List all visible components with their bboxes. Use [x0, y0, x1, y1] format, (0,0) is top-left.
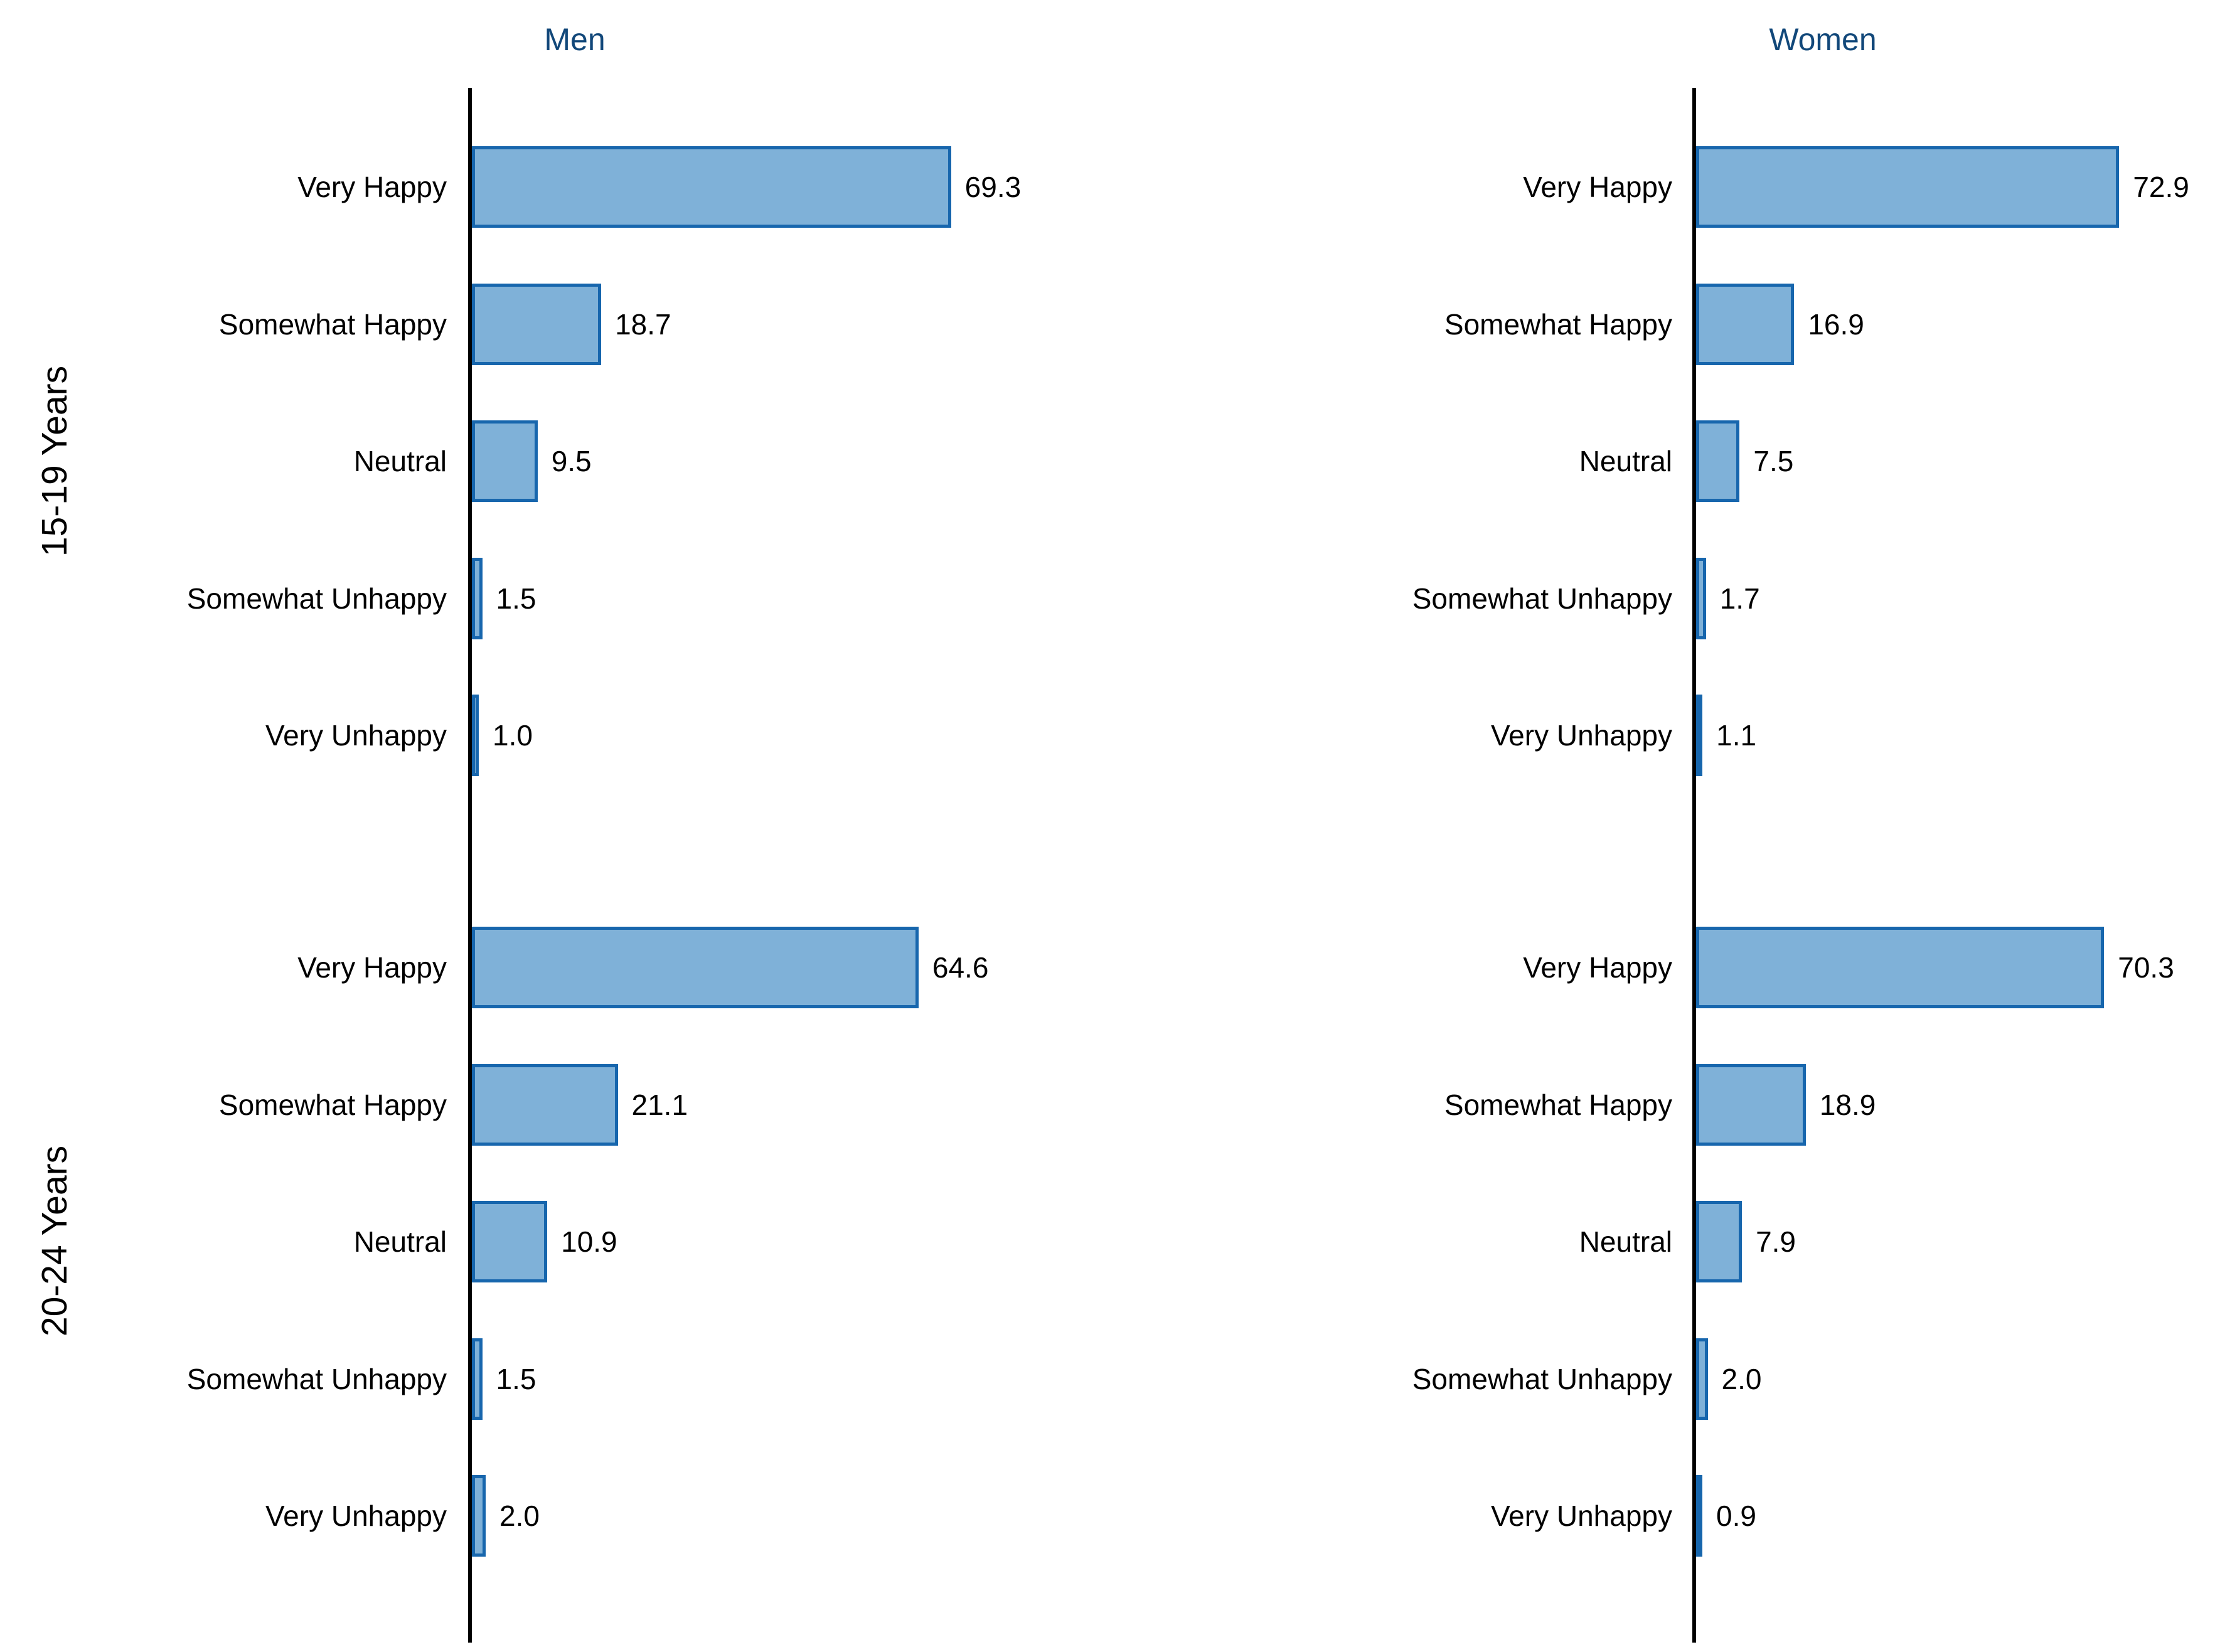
bar-value-label: 1.5: [496, 582, 536, 615]
category-label: Somewhat Happy: [218, 307, 447, 341]
bar-value-label: 1.0: [493, 719, 533, 752]
bar-women-15-19-years-very-happy: [1696, 146, 2120, 228]
category-label: Somewhat Unhappy: [186, 1362, 447, 1395]
category-label: Somewhat Unhappy: [186, 582, 447, 615]
bar-women-20-24-years-very-happy: [1696, 927, 2105, 1008]
bar-value-label: 9.5: [551, 445, 592, 477]
facet-title-women: Women: [1769, 22, 1877, 57]
bar-value-label: 18.9: [1819, 1088, 1876, 1121]
bar-women-20-24-years-somewhat-unhappy: [1696, 1338, 1708, 1420]
category-label: Somewhat Happy: [1444, 307, 1672, 341]
bar-value-label: 1.5: [496, 1362, 536, 1395]
bar-men-20-24-years-very-happy: [472, 927, 919, 1008]
bar-value-label: 0.9: [1716, 1500, 1756, 1532]
bar-value-label: 69.3: [964, 171, 1022, 203]
bar-men-15-19-years-somewhat-happy: [472, 283, 602, 365]
category-label: Neutral: [353, 1225, 447, 1258]
category-label: Somewhat Unhappy: [1412, 1362, 1672, 1395]
category-label: Very Unhappy: [1491, 1500, 1672, 1532]
category-label: Very Unhappy: [1491, 719, 1672, 752]
bar-women-15-19-years-neutral: [1696, 420, 1740, 502]
bar-women-20-24-years-neutral: [1696, 1201, 1743, 1282]
category-label: Somewhat Happy: [218, 1088, 447, 1121]
category-label: Neutral: [1579, 1225, 1672, 1258]
bar-value-label: 16.9: [1808, 307, 1864, 341]
bar-women-15-19-years-somewhat-unhappy: [1696, 557, 1706, 639]
bar-men-20-24-years-neutral: [472, 1201, 548, 1282]
bar-value-label: 1.1: [1716, 719, 1757, 752]
category-label: Somewhat Unhappy: [1412, 582, 1672, 615]
bar-value-label: 10.9: [561, 1225, 617, 1258]
bar-value-label: 7.5: [1753, 445, 1794, 477]
bar-women-15-19-years-very-unhappy: [1696, 695, 1703, 776]
category-label: Very Unhappy: [265, 1500, 447, 1532]
category-label: Very Happy: [1523, 951, 1672, 984]
bar-men-20-24-years-very-unhappy: [472, 1475, 486, 1557]
bar-men-20-24-years-somewhat-happy: [472, 1063, 618, 1146]
bar-value-label: 64.6: [932, 951, 989, 984]
bar-value-label: 72.9: [2133, 171, 2189, 203]
facet-title-men: Men: [544, 22, 606, 57]
bar-men-20-24-years-somewhat-unhappy: [472, 1338, 483, 1420]
bar-men-15-19-years-very-happy: [472, 146, 951, 228]
bar-value-label: 21.1: [631, 1088, 688, 1121]
bar-value-label: 2.0: [499, 1500, 540, 1532]
category-label: Very Unhappy: [265, 719, 447, 752]
bar-men-15-19-years-very-unhappy: [472, 695, 479, 776]
bar-value-label: 7.9: [1756, 1225, 1796, 1258]
category-label: Neutral: [353, 445, 447, 477]
y-axis-line-men: [468, 88, 472, 1643]
bar-value-label: 2.0: [1721, 1362, 1762, 1395]
bar-men-15-19-years-somewhat-unhappy: [472, 557, 483, 639]
bar-women-15-19-years-somewhat-happy: [1696, 283, 1795, 365]
category-label: Somewhat Happy: [1444, 1088, 1672, 1121]
bar-women-20-24-years-somewhat-happy: [1696, 1063, 1806, 1146]
bar-value-label: 18.7: [615, 307, 671, 341]
bar-value-label: 70.3: [2118, 951, 2174, 984]
bar-women-20-24-years-very-unhappy: [1696, 1475, 1702, 1557]
category-label: Very Happy: [297, 171, 447, 203]
bar-men-15-19-years-neutral: [472, 420, 538, 502]
bar-value-label: 1.7: [1719, 582, 1760, 615]
y-axis-line-women: [1692, 88, 1696, 1643]
category-label: Very Happy: [1523, 171, 1672, 203]
category-label: Neutral: [1579, 445, 1672, 477]
category-label: Very Happy: [297, 951, 447, 984]
